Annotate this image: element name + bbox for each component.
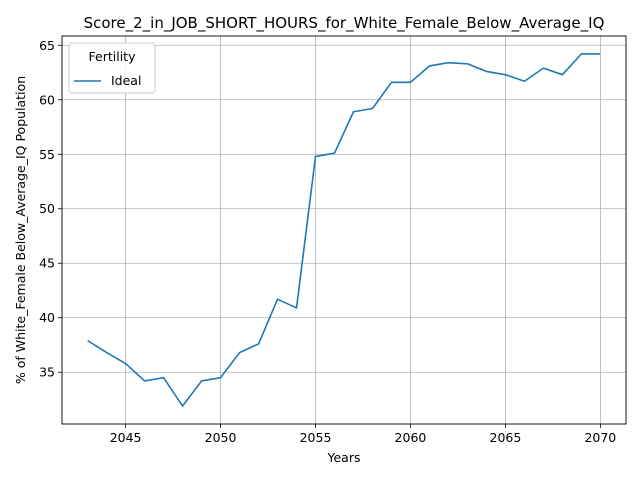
y-tick-label: 65 xyxy=(39,38,55,53)
x-tick-label: 2050 xyxy=(205,430,237,445)
y-tick-label: 40 xyxy=(39,310,55,325)
x-tick-label: 2045 xyxy=(110,430,142,445)
legend-label-ideal: Ideal xyxy=(111,73,141,88)
x-tick-label: 2060 xyxy=(395,430,427,445)
x-axis-ticks: 2045 2050 2055 2060 2065 2070 xyxy=(110,424,616,445)
axes-frame xyxy=(61,35,627,425)
x-tick-label: 2070 xyxy=(584,430,616,445)
y-tick-label: 50 xyxy=(39,201,55,216)
legend: Fertility Ideal xyxy=(68,42,156,94)
x-tick-label: 2055 xyxy=(300,430,332,445)
x-axis-label: Years xyxy=(327,450,361,465)
x-tick-label: 2065 xyxy=(490,430,522,445)
series-layer xyxy=(87,53,601,407)
grid xyxy=(62,36,626,424)
chart-title: Score_2_in_JOB_SHORT_HOURS_for_White_Fem… xyxy=(84,14,605,33)
legend-title: Fertility xyxy=(89,49,137,64)
y-tick-label: 55 xyxy=(39,147,55,162)
series-line-ideal xyxy=(87,53,601,407)
y-tick-label: 35 xyxy=(39,365,55,380)
y-tick-label: 60 xyxy=(39,92,55,107)
y-axis-ticks: 35 40 45 50 55 60 65 xyxy=(39,38,62,380)
y-tick-label: 45 xyxy=(39,256,55,271)
y-axis-label: % of White_Female Below_Average_IQ Popul… xyxy=(13,76,28,384)
